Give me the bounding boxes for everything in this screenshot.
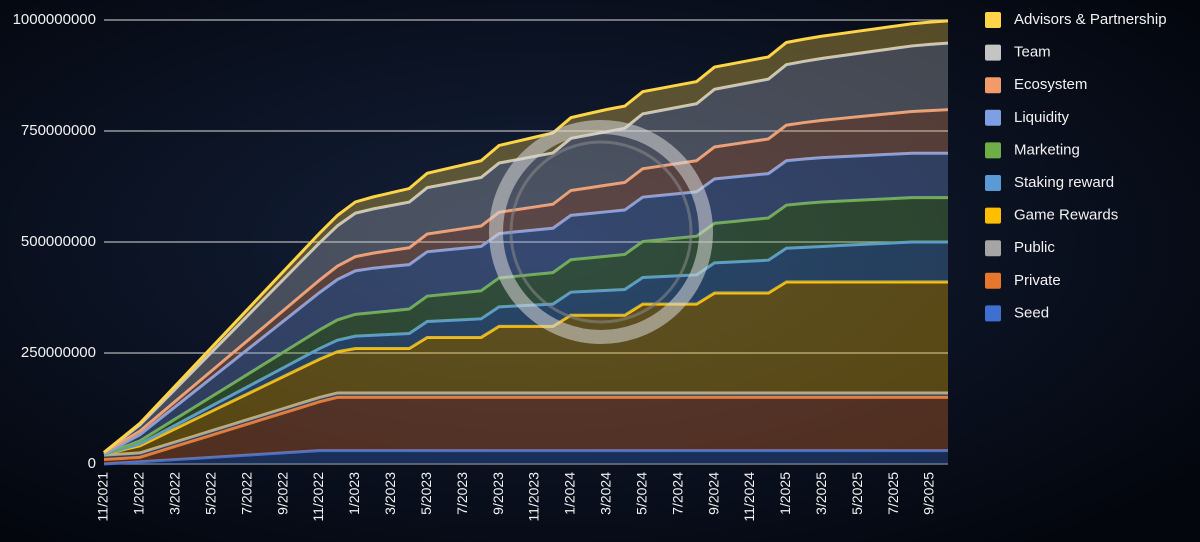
x-tick-label: 11/2022 xyxy=(310,472,326,522)
legend-label: Liquidity xyxy=(1014,109,1070,126)
x-tick-label: 11/2023 xyxy=(526,472,542,522)
x-tick-label: 3/2025 xyxy=(813,472,829,515)
watermark xyxy=(489,120,713,344)
area xyxy=(104,281,948,456)
legend-label: Ecosystem xyxy=(1014,76,1087,93)
legend-label: Advisors & Partnership xyxy=(1014,11,1167,28)
x-tick-label: 1/2022 xyxy=(131,472,147,515)
legend-label: Staking reward xyxy=(1014,174,1114,191)
x-tick-label: 3/2024 xyxy=(598,472,614,515)
x-tick-label: 9/2023 xyxy=(490,472,506,515)
legend-swatch xyxy=(985,44,1001,61)
area-line xyxy=(103,196,948,456)
x-tick-label: 1/2023 xyxy=(346,472,362,515)
y-tick-label: 0 xyxy=(88,455,96,472)
y-tick-label: 750000000 xyxy=(21,122,96,139)
area-line xyxy=(103,395,948,462)
x-tick-label: 3/2023 xyxy=(382,472,398,515)
x-tick-label: 11/2024 xyxy=(741,472,757,522)
x-tick-label: 1/2024 xyxy=(562,472,578,515)
legend-label: Team xyxy=(1014,44,1051,61)
legend-swatch xyxy=(985,305,1001,322)
legend-swatch xyxy=(985,109,1001,126)
x-tick-label: 5/2022 xyxy=(202,472,218,515)
x-tick-label: 9/2025 xyxy=(921,472,937,515)
x-tick-label: 1/2025 xyxy=(777,472,793,515)
plot: 0 250000000 500000000 750000000 1000000000 11… xyxy=(13,11,949,522)
area xyxy=(104,43,948,453)
x-tick-label: 9/2022 xyxy=(274,472,290,515)
legend-swatch xyxy=(985,142,1001,159)
area-line xyxy=(103,19,949,454)
area-line xyxy=(103,391,948,457)
area-line xyxy=(103,280,948,456)
x-tick-label: 3/2022 xyxy=(167,472,183,515)
y-tick-label: 250000000 xyxy=(21,344,96,361)
legend: Advisors & Partnership Team Ecosystem Liqui… xyxy=(985,11,1167,322)
area-line xyxy=(103,449,948,466)
area xyxy=(104,450,948,464)
x-tick-label: 5/2025 xyxy=(849,472,865,515)
legend-label: Seed xyxy=(1014,304,1049,321)
area xyxy=(104,242,948,455)
y-tick-label: 500000000 xyxy=(21,233,96,250)
legend-label: Public xyxy=(1014,239,1055,256)
legend-swatch xyxy=(985,12,1001,28)
area xyxy=(104,109,948,455)
area xyxy=(104,153,948,455)
x-tick-label: 11/2021 xyxy=(95,472,111,522)
legend-label: Game Rewards xyxy=(1014,207,1118,224)
area xyxy=(104,197,948,455)
legend-label: Marketing xyxy=(1014,141,1080,158)
x-tick-label: 7/2024 xyxy=(669,472,685,515)
area-line xyxy=(103,151,948,456)
x-tick-label: 5/2023 xyxy=(418,472,434,515)
legend-swatch xyxy=(985,272,1001,289)
x-tick-label: 5/2024 xyxy=(633,472,649,515)
legend-swatch xyxy=(985,207,1001,224)
legend-label: Private xyxy=(1014,272,1061,289)
area-line xyxy=(103,108,949,454)
legend-swatch xyxy=(985,175,1001,191)
y-tick-label: 1000000000 xyxy=(13,11,96,28)
x-tick-label: 7/2022 xyxy=(238,472,254,515)
area xyxy=(104,397,948,464)
x-tick-label: 7/2023 xyxy=(454,472,470,515)
x-tick-label: 9/2024 xyxy=(705,472,721,515)
x-tick-label: 7/2025 xyxy=(885,472,901,515)
legend-swatch xyxy=(985,240,1001,257)
legend-swatch xyxy=(985,77,1001,94)
